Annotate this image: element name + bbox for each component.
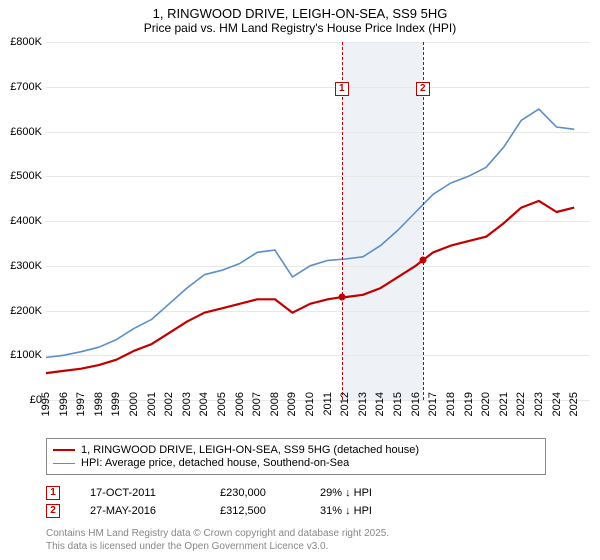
chart-title-address: 1, RINGWOOD DRIVE, LEIGH-ON-SEA, SS9 5HG [10,6,590,21]
legend-swatch [53,449,75,451]
x-axis-tick: 2021 [498,392,510,416]
chart-lines-svg [46,42,590,400]
sale-date: 27-MAY-2016 [90,505,220,517]
y-axis-tick: £700K [0,81,42,93]
y-axis-tick: £400K [0,215,42,227]
sale-row: 1 17-OCT-2011£230,00029% ↓ HPI [46,486,420,500]
x-axis-tick: 2014 [374,392,386,416]
x-axis-tick: 2013 [357,392,369,416]
sale-price: £230,000 [220,487,320,499]
sale-hpi-delta: 31% ↓ HPI [320,505,420,517]
x-axis-tick: 2020 [480,392,492,416]
x-axis-tick: 2022 [515,392,527,416]
x-axis-tick: 2016 [410,392,422,416]
legend-row: HPI: Average price, detached house, Sout… [53,457,539,469]
x-axis-tick: 2001 [146,392,158,416]
sale-marker-badge: 1 [335,82,349,96]
x-axis-tick: 2017 [427,392,439,416]
sale-marker-badge: 2 [416,82,430,96]
x-axis-tick: 1999 [110,392,122,416]
series-price_paid [46,201,574,373]
sale-number-badge: 1 [46,486,60,500]
y-axis-tick: £500K [0,170,42,182]
sales-table: 1 17-OCT-2011£230,00029% ↓ HPI 2 27-MAY-201… [46,482,420,522]
x-axis-tick: 2025 [568,392,580,416]
chart-plot-area: £0£100K£200K£300K£400K£500K£600K£700K£80… [46,42,590,400]
x-axis-tick: 2007 [251,392,263,416]
y-axis-tick: £200K [0,305,42,317]
footer-line-1: Contains HM Land Registry data © Crown c… [46,528,389,541]
sale-row: 2 27-MAY-2016£312,50031% ↓ HPI [46,504,420,518]
y-axis-tick: £100K [0,349,42,361]
legend-row: 1, RINGWOOD DRIVE, LEIGH-ON-SEA, SS9 5HG… [53,444,539,456]
legend-label: HPI: Average price, detached house, Sout… [81,457,349,469]
x-axis-tick: 2005 [216,392,228,416]
x-axis-tick: 1996 [58,392,70,416]
x-axis-tick: 2024 [551,392,563,416]
sale-dot [338,294,345,301]
y-axis-tick: £300K [0,260,42,272]
sale-number-badge: 2 [46,504,60,518]
x-axis-tick: 2002 [163,392,175,416]
x-axis-tick: 2023 [533,392,545,416]
x-axis-tick: 1997 [75,392,87,416]
x-axis-tick: 2008 [269,392,281,416]
legend-swatch [53,463,75,464]
x-axis-tick: 2000 [128,392,140,416]
x-axis-tick: 2003 [181,392,193,416]
sale-dot [419,257,426,264]
x-axis-tick: 2018 [445,392,457,416]
x-axis-tick: 1995 [40,392,52,416]
footer-attribution: Contains HM Land Registry data © Crown c… [46,528,389,553]
chart-title-subtitle: Price paid vs. HM Land Registry's House … [10,21,590,35]
x-axis-tick: 2011 [322,392,334,416]
x-axis-tick: 2006 [234,392,246,416]
sale-hpi-delta: 29% ↓ HPI [320,487,420,499]
series-hpi [46,109,574,357]
x-axis-tick: 2009 [286,392,298,416]
x-axis-tick: 2010 [304,392,316,416]
legend-label: 1, RINGWOOD DRIVE, LEIGH-ON-SEA, SS9 5HG… [81,444,419,456]
y-axis-tick: £800K [0,36,42,48]
sale-price: £312,500 [220,505,320,517]
y-axis-tick: £600K [0,126,42,138]
x-axis-tick: 2019 [463,392,475,416]
footer-line-2: This data is licensed under the Open Gov… [46,541,389,554]
x-axis-tick: 1998 [93,392,105,416]
legend-box: 1, RINGWOOD DRIVE, LEIGH-ON-SEA, SS9 5HG… [46,438,546,475]
sale-date: 17-OCT-2011 [90,487,220,499]
x-axis-tick: 2015 [392,392,404,416]
x-axis-tick: 2004 [198,392,210,416]
y-axis-tick: £0 [0,394,42,406]
chart-title-block: 1, RINGWOOD DRIVE, LEIGH-ON-SEA, SS9 5HG… [0,0,600,37]
